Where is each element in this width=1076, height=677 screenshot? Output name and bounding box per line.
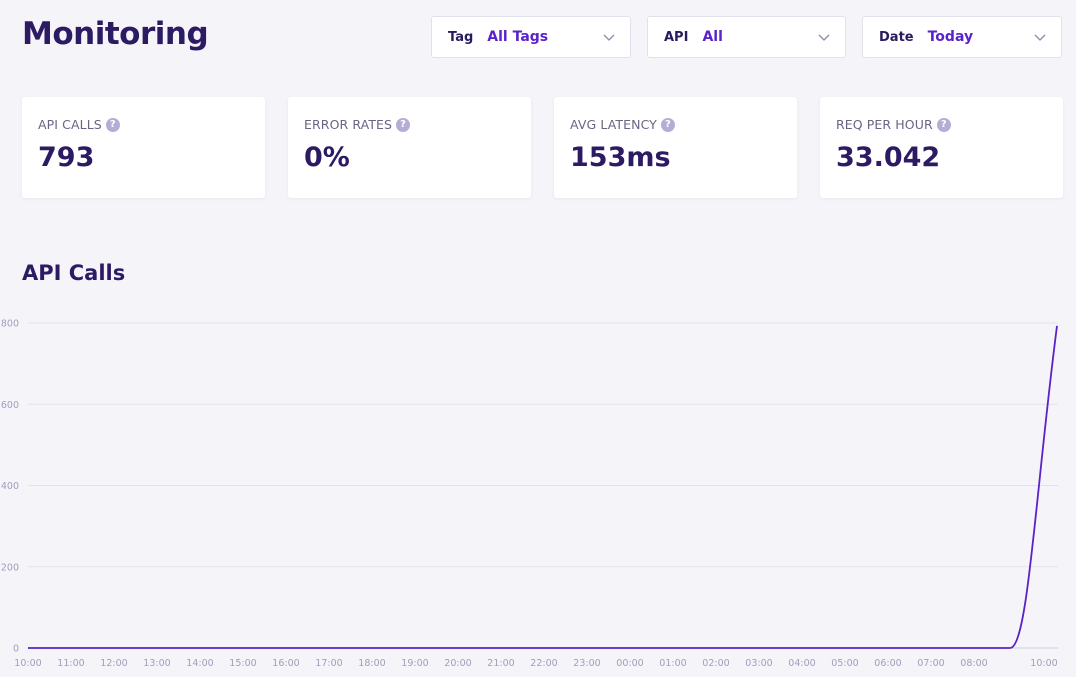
chevron-down-icon <box>603 34 615 41</box>
x-tick-label: 18:00 <box>358 658 385 669</box>
help-icon[interactable]: ? <box>105 117 120 132</box>
api-filter-label: API <box>664 29 689 45</box>
x-tick-label: 16:00 <box>272 658 299 669</box>
x-tick-label: 11:00 <box>57 658 84 669</box>
x-tick-label: 00:00 <box>616 658 643 669</box>
stat-value: 33.042 <box>836 142 941 173</box>
stat-label: AVG LATENCY <box>570 117 657 132</box>
help-icon[interactable]: ? <box>660 117 675 132</box>
stat-label: API CALLS <box>38 117 102 132</box>
x-tick-label: 23:00 <box>573 658 600 669</box>
x-tick-label: 02:00 <box>702 658 729 669</box>
y-tick-label: 0 <box>13 644 19 655</box>
stat-card-error-rates: ERROR RATES? 0% <box>288 97 531 198</box>
x-tick-label: 20:00 <box>444 658 471 669</box>
x-tick-label: 13:00 <box>143 658 170 669</box>
x-tick-label: 05:00 <box>831 658 858 669</box>
x-tick-label: 12:00 <box>100 658 127 669</box>
stat-label: REQ PER HOUR <box>836 117 933 132</box>
chevron-down-icon <box>1034 34 1046 41</box>
y-tick-label: 400 <box>1 481 19 492</box>
x-tick-label: 14:00 <box>186 658 213 669</box>
page-title: Monitoring <box>22 16 209 52</box>
y-tick-label: 200 <box>1 562 19 573</box>
y-tick-label: 600 <box>1 400 19 411</box>
x-tick-label: 10:00 <box>1030 658 1057 669</box>
date-filter-value: Today <box>927 29 974 45</box>
stat-value: 793 <box>38 142 95 173</box>
tag-filter-dropdown[interactable]: Tag All Tags <box>431 16 631 58</box>
api-filter-dropdown[interactable]: API All <box>647 16 846 58</box>
x-tick-label: 06:00 <box>874 658 901 669</box>
help-icon[interactable]: ? <box>936 117 951 132</box>
stat-label: ERROR RATES <box>304 117 393 132</box>
stat-card-avg-latency: AVG LATENCY? 153ms <box>554 97 797 198</box>
x-tick-label: 21:00 <box>487 658 514 669</box>
x-tick-label: 15:00 <box>229 658 256 669</box>
tag-filter-value: All Tags <box>487 29 549 45</box>
x-tick-label: 10:00 <box>14 658 41 669</box>
chevron-down-icon <box>818 34 830 41</box>
api-calls-line-chart: 0 200 400 600 800 10:00 11:00 12:00 13:00 14:00 1… <box>1 319 1058 669</box>
date-filter-label: Date <box>879 29 914 45</box>
x-tick-label: 22:00 <box>530 658 557 669</box>
api-filter-value: All <box>702 29 723 45</box>
stat-card-req-per-hour: REQ PER HOUR? 33.042 <box>820 97 1063 198</box>
series-line-api-calls <box>28 325 1058 649</box>
y-tick-label: 800 <box>1 319 19 330</box>
tag-filter-label: Tag <box>448 29 474 45</box>
x-tick-label: 19:00 <box>401 658 428 669</box>
stat-value: 153ms <box>570 142 671 173</box>
help-icon[interactable]: ? <box>396 117 411 132</box>
x-tick-label: 03:00 <box>745 658 772 669</box>
x-tick-label: 04:00 <box>788 658 815 669</box>
x-tick-label: 07:00 <box>917 658 944 669</box>
stat-card-api-calls: API CALLS? 793 <box>22 97 265 198</box>
x-tick-label: 17:00 <box>315 658 342 669</box>
x-tick-label: 08:00 <box>960 658 987 669</box>
date-filter-dropdown[interactable]: Date Today <box>862 16 1062 58</box>
section-title-api-calls: API Calls <box>22 261 126 285</box>
x-tick-label: 01:00 <box>659 658 686 669</box>
stat-value: 0% <box>304 142 350 173</box>
